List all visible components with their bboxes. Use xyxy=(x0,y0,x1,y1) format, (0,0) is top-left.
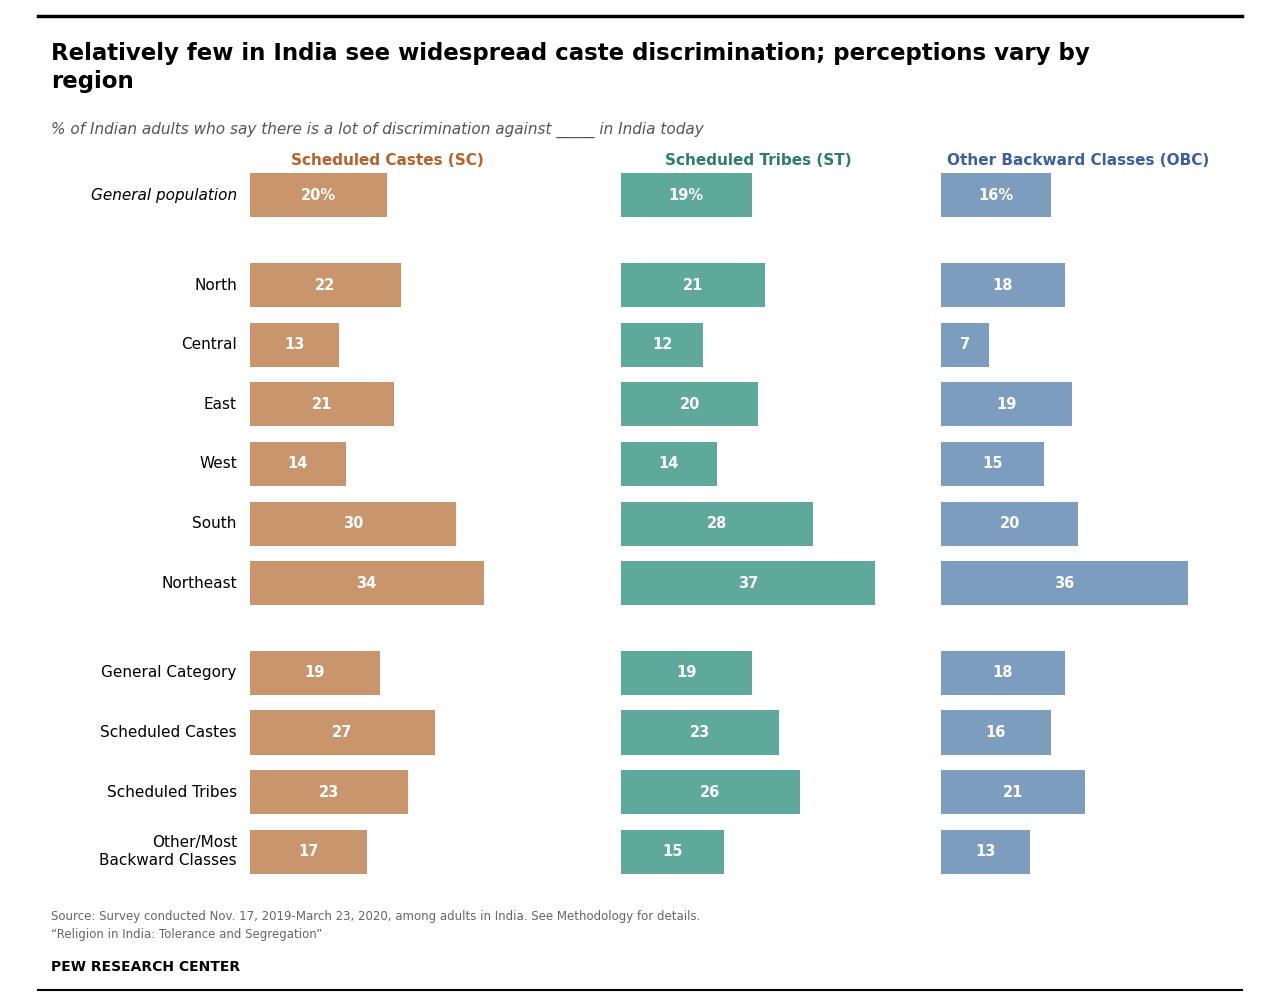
FancyBboxPatch shape xyxy=(250,561,484,605)
FancyBboxPatch shape xyxy=(621,323,704,367)
FancyBboxPatch shape xyxy=(250,323,339,367)
FancyBboxPatch shape xyxy=(941,561,1189,605)
Text: % of Indian adults who say there is a lot of discrimination against _____ in Ind: % of Indian adults who say there is a lo… xyxy=(51,122,704,138)
Text: 21: 21 xyxy=(682,278,703,293)
Text: 21: 21 xyxy=(1002,785,1023,800)
Text: 20%: 20% xyxy=(301,188,335,202)
FancyBboxPatch shape xyxy=(250,382,394,427)
FancyBboxPatch shape xyxy=(941,830,1030,874)
Text: 23: 23 xyxy=(319,785,339,800)
Text: 13: 13 xyxy=(975,845,996,859)
FancyBboxPatch shape xyxy=(621,561,876,605)
Text: Other Backward Classes (OBC): Other Backward Classes (OBC) xyxy=(947,153,1210,167)
Text: 26: 26 xyxy=(700,785,721,800)
Text: 14: 14 xyxy=(659,457,680,471)
Text: 19: 19 xyxy=(996,397,1016,412)
Text: Scheduled Castes: Scheduled Castes xyxy=(100,725,237,739)
Text: 23: 23 xyxy=(690,725,710,739)
FancyBboxPatch shape xyxy=(621,382,759,427)
Text: 7: 7 xyxy=(960,338,970,352)
FancyBboxPatch shape xyxy=(941,651,1065,695)
FancyBboxPatch shape xyxy=(941,710,1051,755)
Text: 15: 15 xyxy=(982,457,1002,471)
FancyBboxPatch shape xyxy=(250,501,456,545)
FancyBboxPatch shape xyxy=(941,501,1079,545)
Text: Northeast: Northeast xyxy=(161,576,237,590)
FancyBboxPatch shape xyxy=(621,710,780,755)
Text: Source: Survey conducted Nov. 17, 2019-March 23, 2020, among adults in India. Se: Source: Survey conducted Nov. 17, 2019-M… xyxy=(51,910,700,941)
Text: 17: 17 xyxy=(298,845,319,859)
FancyBboxPatch shape xyxy=(250,770,408,814)
FancyBboxPatch shape xyxy=(941,173,1051,217)
FancyBboxPatch shape xyxy=(250,442,346,486)
Text: North: North xyxy=(195,278,237,293)
FancyBboxPatch shape xyxy=(621,830,724,874)
FancyBboxPatch shape xyxy=(621,442,717,486)
Text: 34: 34 xyxy=(356,576,376,590)
Text: 16%: 16% xyxy=(978,188,1014,202)
FancyBboxPatch shape xyxy=(941,770,1085,814)
Text: 19: 19 xyxy=(676,665,696,680)
Text: West: West xyxy=(200,457,237,471)
FancyBboxPatch shape xyxy=(621,770,800,814)
Text: 28: 28 xyxy=(707,516,727,531)
FancyBboxPatch shape xyxy=(941,264,1065,307)
Text: Scheduled Tribes (ST): Scheduled Tribes (ST) xyxy=(666,153,851,167)
Text: East: East xyxy=(204,397,237,412)
Text: 16: 16 xyxy=(986,725,1006,739)
Text: 27: 27 xyxy=(333,725,352,739)
Text: 20: 20 xyxy=(680,397,700,412)
Text: 36: 36 xyxy=(1055,576,1075,590)
FancyBboxPatch shape xyxy=(250,830,366,874)
Text: 19%: 19% xyxy=(668,188,704,202)
Text: 13: 13 xyxy=(284,338,305,352)
Text: 37: 37 xyxy=(739,576,758,590)
FancyBboxPatch shape xyxy=(250,264,401,307)
Text: 21: 21 xyxy=(311,397,332,412)
FancyBboxPatch shape xyxy=(941,382,1071,427)
Text: Central: Central xyxy=(180,338,237,352)
Text: 12: 12 xyxy=(652,338,672,352)
FancyBboxPatch shape xyxy=(621,264,765,307)
Text: PEW RESEARCH CENTER: PEW RESEARCH CENTER xyxy=(51,960,241,974)
FancyBboxPatch shape xyxy=(941,323,989,367)
Text: 18: 18 xyxy=(992,278,1012,293)
Text: South: South xyxy=(192,516,237,531)
Text: 14: 14 xyxy=(288,457,308,471)
Text: Scheduled Castes (SC): Scheduled Castes (SC) xyxy=(291,153,484,167)
FancyBboxPatch shape xyxy=(621,501,814,545)
Text: 22: 22 xyxy=(315,278,335,293)
FancyBboxPatch shape xyxy=(941,442,1044,486)
Text: General population: General population xyxy=(91,188,237,202)
Text: 15: 15 xyxy=(662,845,682,859)
FancyBboxPatch shape xyxy=(250,173,387,217)
Text: 18: 18 xyxy=(992,665,1012,680)
FancyBboxPatch shape xyxy=(250,710,435,755)
Text: General Category: General Category xyxy=(101,665,237,680)
FancyBboxPatch shape xyxy=(250,651,380,695)
FancyBboxPatch shape xyxy=(621,173,751,217)
Text: 20: 20 xyxy=(1000,516,1020,531)
Text: Other/Most
Backward Classes: Other/Most Backward Classes xyxy=(99,836,237,868)
Text: Scheduled Tribes: Scheduled Tribes xyxy=(106,785,237,800)
Text: 19: 19 xyxy=(305,665,325,680)
FancyBboxPatch shape xyxy=(621,651,751,695)
Text: 30: 30 xyxy=(343,516,364,531)
Text: Relatively few in India see widespread caste discrimination; perceptions vary by: Relatively few in India see widespread c… xyxy=(51,42,1091,92)
